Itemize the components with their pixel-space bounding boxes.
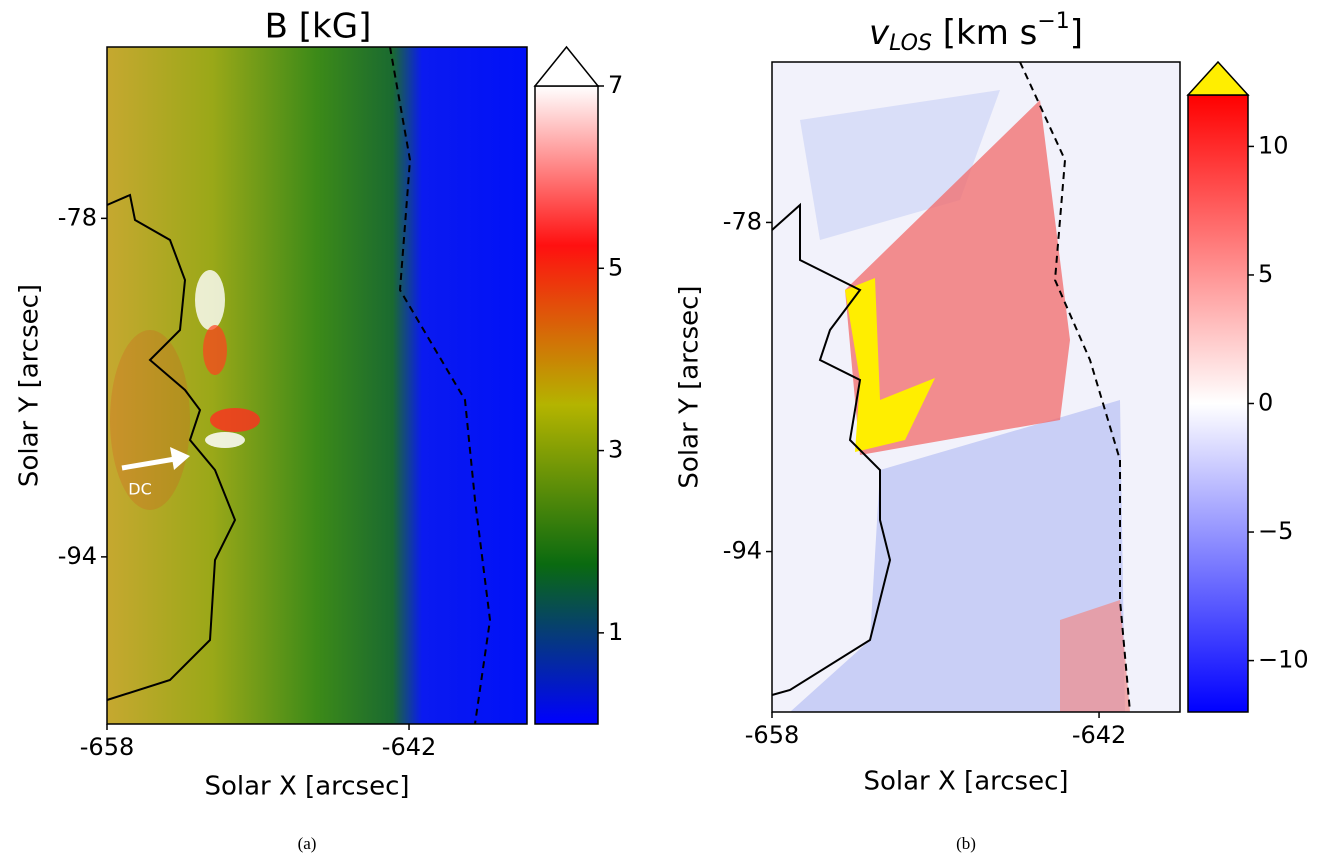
colorbar-tick-label: 5 — [1258, 260, 1273, 288]
title-part: ] — [1070, 13, 1083, 53]
chart-title: B [kG] — [265, 7, 372, 47]
title-part: v — [869, 13, 890, 53]
colorbar — [1187, 94, 1249, 713]
caption: (a) — [298, 834, 317, 853]
image-b — [771, 61, 1181, 713]
title-part: [km s — [932, 13, 1037, 53]
y-tick-label: -94 — [723, 537, 762, 565]
title-part: −1 — [1037, 9, 1069, 34]
y-axis-label: Solar Y [arcsec] — [15, 284, 45, 487]
chart-title: vLOS [km s−1] — [869, 9, 1083, 56]
y-tick-label: -78 — [723, 207, 762, 235]
x-axis-label: Solar X [arcsec] — [863, 767, 1068, 797]
colorbar-tick-label: 0 — [1258, 389, 1273, 417]
x-tick-label: -642 — [382, 733, 436, 761]
annotation: DC — [128, 480, 152, 499]
y-tick-label: -78 — [58, 203, 97, 231]
colorbar-tick-label: 3 — [608, 436, 623, 464]
colorbar-extend — [1186, 60, 1250, 96]
x-tick-label: -642 — [1072, 721, 1126, 749]
colorbar-tick-label: 5 — [608, 253, 623, 281]
x-tick-label: -658 — [80, 733, 134, 761]
colorbar-extend — [533, 45, 600, 87]
x-axis-label: Solar X [arcsec] — [204, 772, 409, 802]
title-part: LOS — [889, 31, 932, 56]
colorbar-tick-label: 1 — [608, 618, 623, 646]
colorbar — [534, 85, 599, 725]
y-tick-label: -94 — [58, 542, 97, 570]
colorbar-tick-label: −10 — [1258, 646, 1309, 674]
image-a — [106, 46, 528, 725]
y-axis-label: Solar Y [arcsec] — [675, 285, 705, 488]
colorbar-tick-label: 10 — [1258, 131, 1289, 159]
x-tick-label: -658 — [745, 721, 799, 749]
caption: (b) — [956, 834, 976, 853]
colorbar-tick-label: 7 — [608, 71, 623, 99]
colorbar-tick-label: −5 — [1258, 517, 1293, 545]
